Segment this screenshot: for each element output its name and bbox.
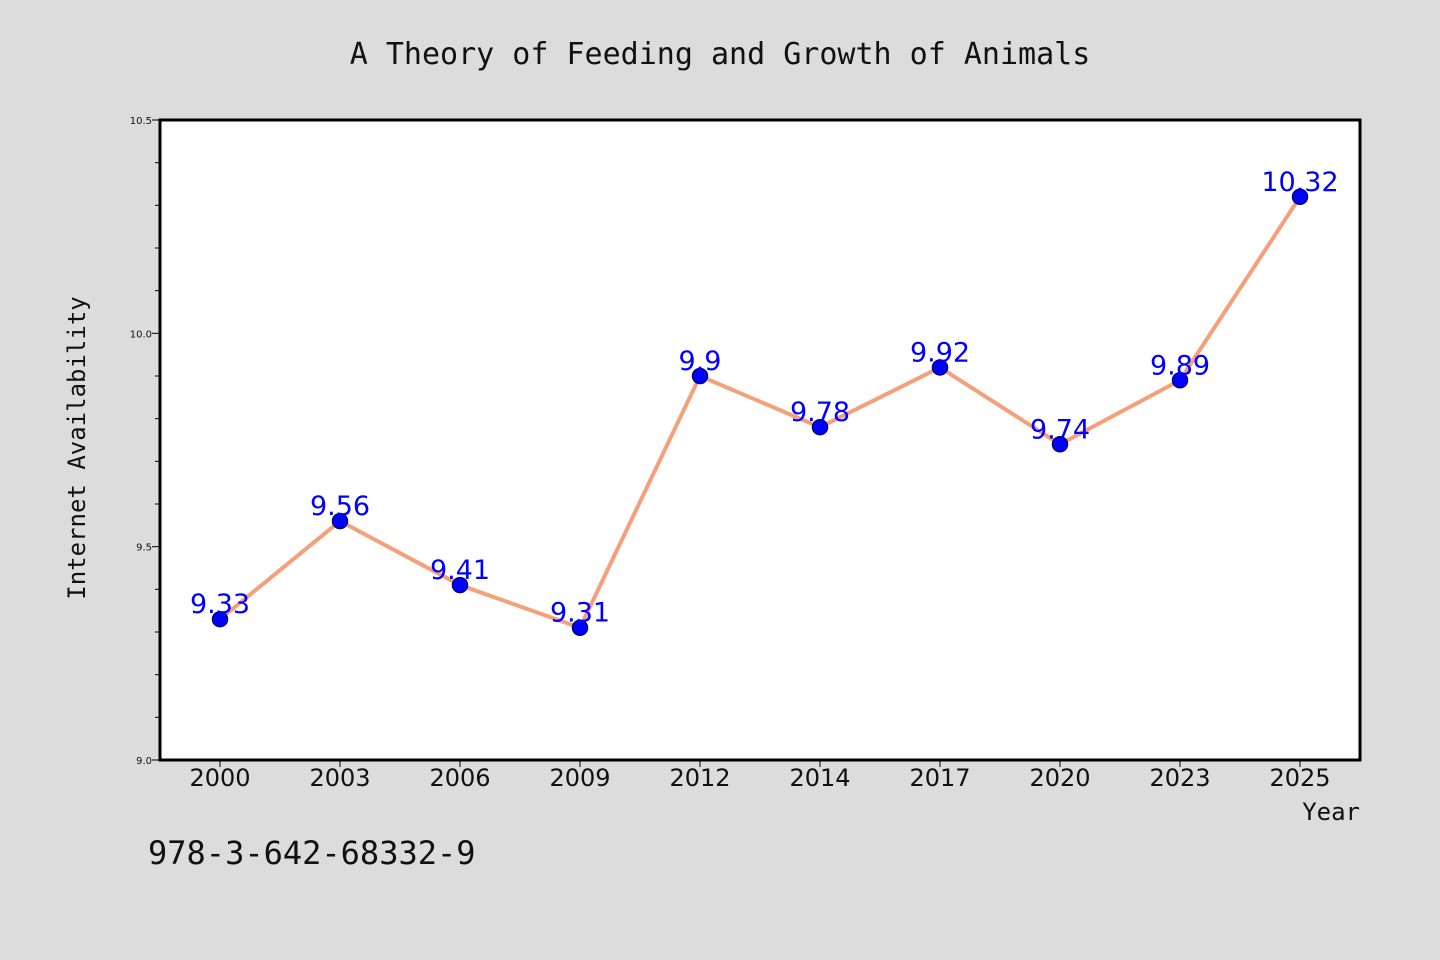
data-label: 9.33 <box>190 589 250 620</box>
x-tick-label: 2003 <box>309 764 370 792</box>
data-label: 9.92 <box>910 337 970 368</box>
y-tick-label: 9.0 <box>136 756 152 767</box>
x-tick-label: 2020 <box>1029 764 1090 792</box>
data-point <box>1051 436 1069 453</box>
x-tick-label: 2023 <box>1149 764 1210 792</box>
x-axis-label: Year <box>1302 798 1360 826</box>
y-tick-label: 10.0 <box>130 329 152 340</box>
data-label: 9.56 <box>310 491 370 522</box>
data-label: 9.9 <box>679 346 722 377</box>
x-tick-label: 2025 <box>1269 764 1330 792</box>
series-group <box>211 188 1309 636</box>
data-point <box>1171 372 1189 389</box>
y-axis-label: Internet Availability <box>63 296 91 599</box>
y-axis: 9.0 9.5 10.0 10.5 <box>130 116 160 767</box>
x-tick-label: 2012 <box>669 764 730 792</box>
y-tick-label: 10.5 <box>130 116 152 127</box>
data-point <box>331 512 349 530</box>
data-labels: 9.33 9.56 9.41 9.31 9.9 9.78 9.92 9.74 9.89 10.32 <box>190 167 1339 629</box>
data-label: 9.78 <box>790 397 850 428</box>
x-tick-label: 2009 <box>549 764 610 792</box>
data-point <box>691 367 709 385</box>
x-axis: 2000 2003 2006 2009 2012 2014 2017 2020 2023 2025 <box>189 760 1331 792</box>
plot-area <box>158 118 1362 762</box>
isbn-text: 978-3-642-68332-9 <box>148 834 476 872</box>
data-point <box>571 619 589 636</box>
series-line <box>218 194 1302 630</box>
data-point <box>451 576 469 594</box>
data-point <box>211 610 229 628</box>
chart-title: A Theory of Feeding and Growth of Animal… <box>350 37 1091 72</box>
data-label: 10.32 <box>1261 167 1338 198</box>
data-point <box>1291 188 1309 206</box>
x-tick-label: 2017 <box>909 764 970 792</box>
y-tick-label: 9.5 <box>136 543 152 554</box>
data-point <box>811 418 829 436</box>
data-label: 9.31 <box>550 598 610 629</box>
x-tick-label: 2000 <box>189 764 250 792</box>
data-point <box>931 359 949 376</box>
data-label: 9.41 <box>430 555 490 586</box>
data-label: 9.74 <box>1030 414 1090 445</box>
x-tick-label: 2014 <box>789 764 850 792</box>
x-tick-label: 2006 <box>429 764 490 792</box>
data-label: 9.89 <box>1150 350 1210 381</box>
